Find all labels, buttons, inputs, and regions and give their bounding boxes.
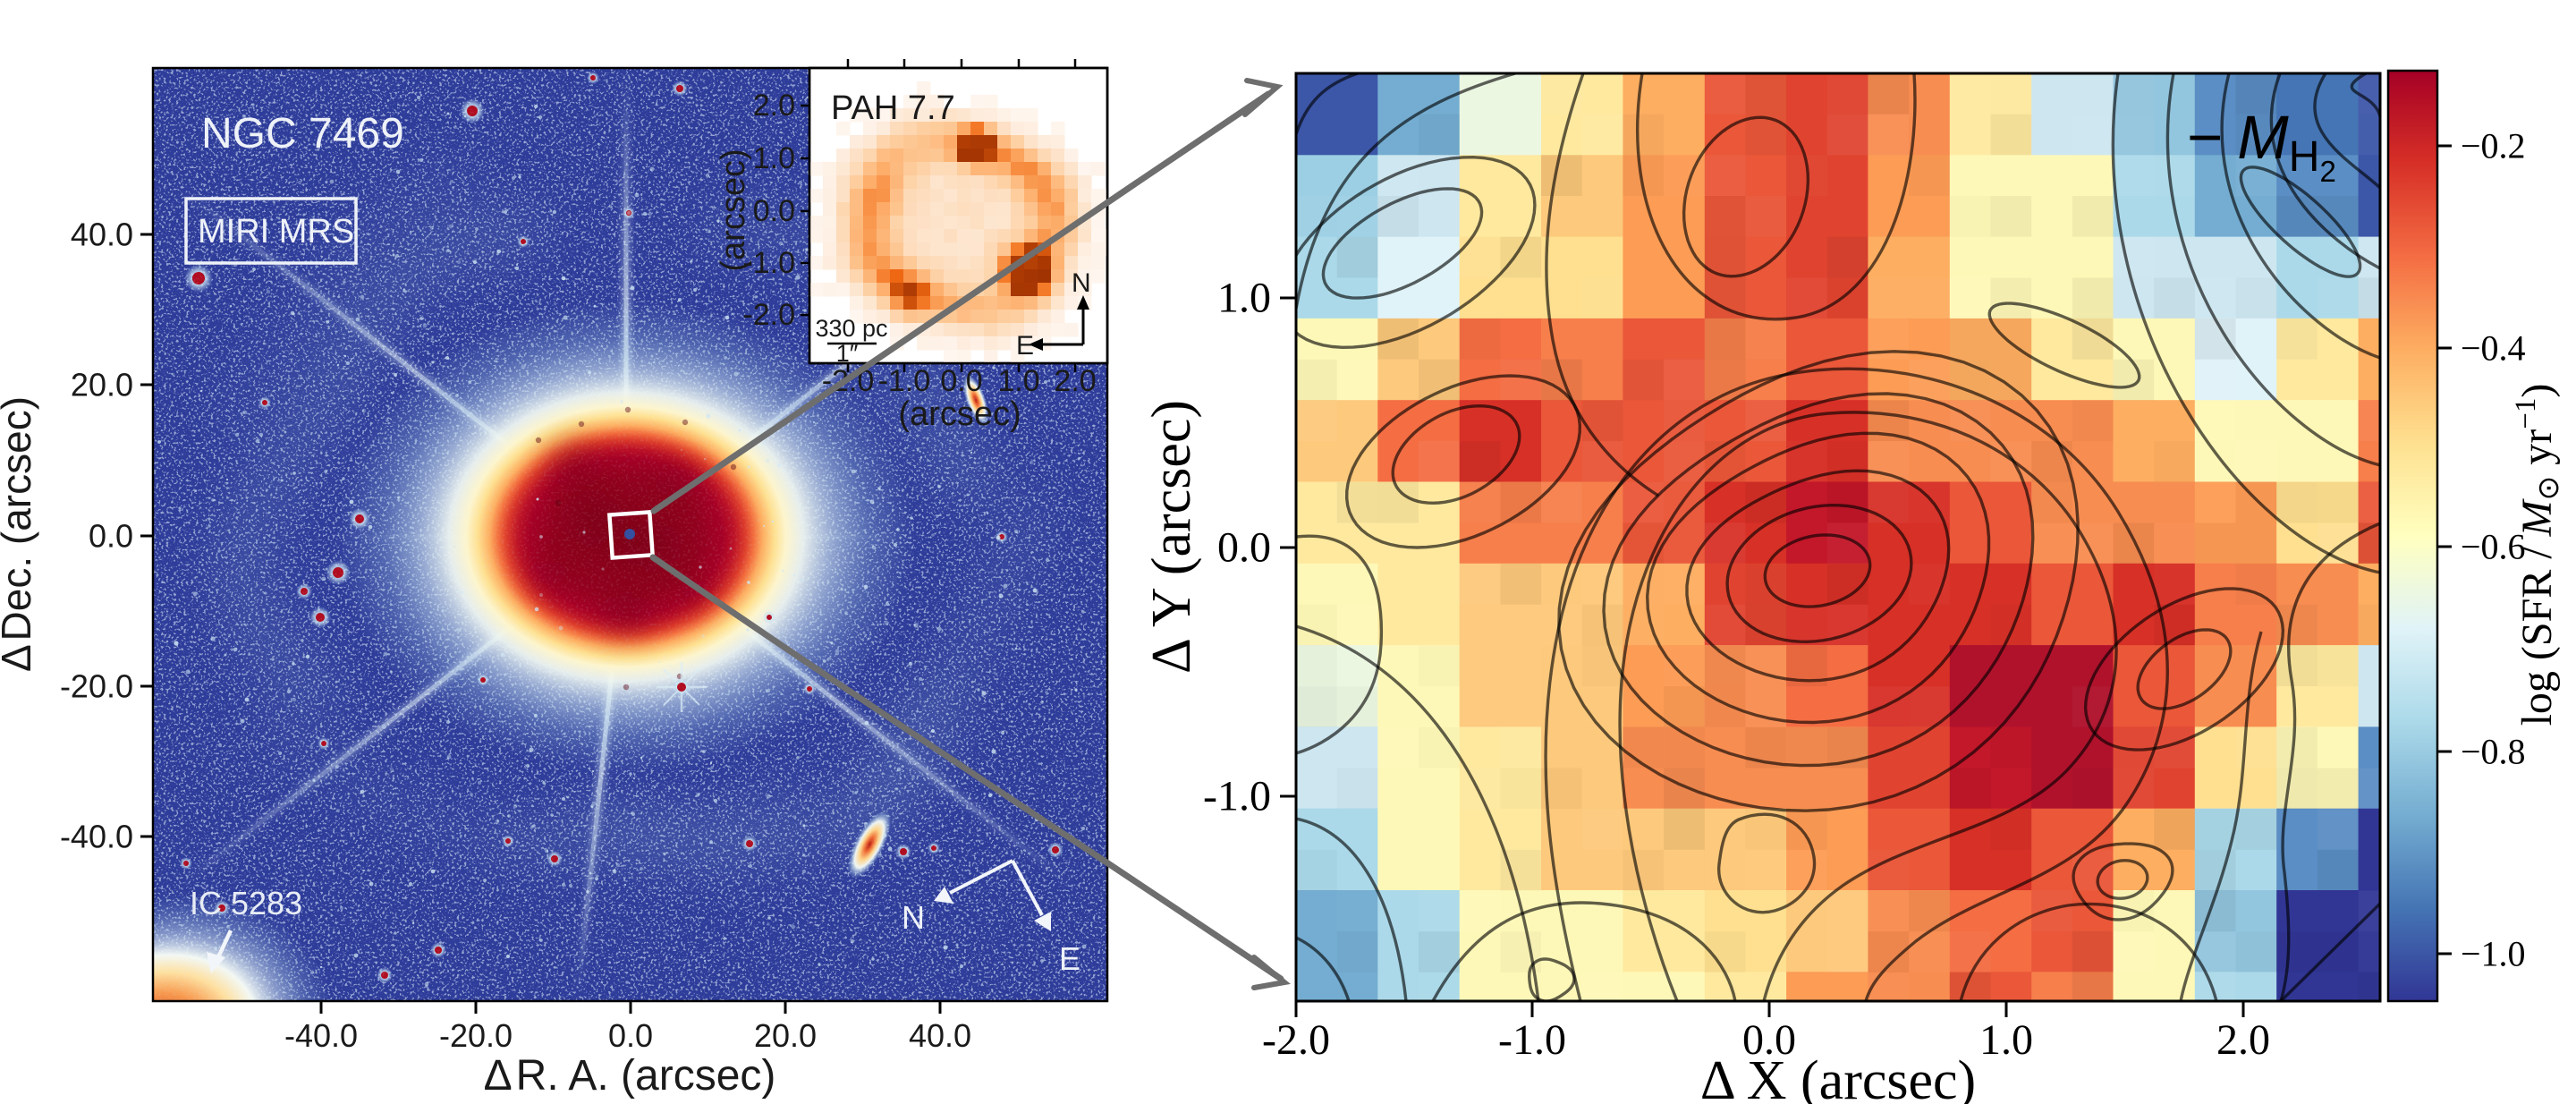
svg-text:Δ X (arcsec): Δ X (arcsec): [1700, 1050, 1976, 1104]
svg-text:0.0: 0.0: [89, 518, 133, 555]
svg-text:0.0: 0.0: [1742, 1016, 1796, 1064]
svg-text:E: E: [1059, 940, 1080, 977]
svg-text:-20.0: -20.0: [60, 668, 133, 705]
svg-text:Δ Dec. (arcsec): Δ Dec. (arcsec): [0, 396, 39, 672]
svg-text:330 pc: 330 pc: [815, 315, 887, 342]
svg-text:(arcsec): (arcsec): [715, 149, 752, 271]
svg-text:0.0: 0.0: [608, 1017, 653, 1054]
svg-text:-1.0: -1.0: [1203, 773, 1271, 820]
svg-text:2.0: 2.0: [2216, 1016, 2270, 1064]
svg-text:0.0: 0.0: [753, 194, 795, 228]
svg-text:log (SFR / M⊙ yr−1): log (SFR / M⊙ yr−1): [2510, 384, 2565, 726]
svg-text:40.0: 40.0: [71, 217, 133, 253]
svg-text:−0.8: −0.8: [2461, 732, 2526, 772]
svg-text:-1.0: -1.0: [742, 246, 795, 280]
svg-text:E: E: [1016, 331, 1034, 361]
svg-text:N: N: [1072, 268, 1091, 298]
svg-text:−1.0: −1.0: [2461, 934, 2526, 974]
svg-text:-1.0: -1.0: [1498, 1016, 1566, 1064]
svg-text:IC 5283: IC 5283: [190, 885, 302, 921]
svg-text:1.0: 1.0: [1217, 275, 1271, 322]
svg-text:NGC 7469: NGC 7469: [201, 110, 404, 157]
svg-text:-1.0: -1.0: [878, 364, 931, 398]
svg-text:2.0: 2.0: [1054, 364, 1096, 398]
svg-text:MIRI MRS: MIRI MRS: [198, 213, 354, 251]
svg-text:−0.4: −0.4: [2461, 328, 2526, 369]
svg-text:-2.0: -2.0: [1262, 1016, 1330, 1064]
svg-text:0.0: 0.0: [1217, 524, 1271, 572]
svg-text:Δ R. A. (arcsec): Δ R. A. (arcsec): [484, 1052, 776, 1100]
svg-text:(arcsec): (arcsec): [898, 395, 1021, 433]
svg-text:1.0: 1.0: [1979, 1016, 2033, 1064]
svg-text:20.0: 20.0: [754, 1017, 817, 1054]
svg-text:1.0: 1.0: [753, 141, 795, 175]
svg-text:40.0: 40.0: [909, 1017, 971, 1054]
svg-text:-20.0: -20.0: [439, 1017, 513, 1054]
svg-text:-40.0: -40.0: [284, 1017, 358, 1054]
svg-text:0.0: 0.0: [940, 364, 982, 398]
svg-text:1.0: 1.0: [997, 364, 1039, 398]
svg-text:20.0: 20.0: [71, 367, 133, 403]
svg-text:1″: 1″: [836, 340, 859, 367]
svg-text:−0.2: −0.2: [2461, 126, 2526, 166]
svg-text:PAH 7.7: PAH 7.7: [831, 89, 955, 127]
svg-text:-2.0: -2.0: [742, 298, 795, 332]
svg-text:N: N: [902, 899, 925, 936]
svg-text:Δ Y (arcsec): Δ Y (arcsec): [1141, 400, 1202, 674]
svg-text:-40.0: -40.0: [60, 819, 133, 855]
svg-text:2.0: 2.0: [753, 89, 795, 123]
svg-text:−0.6: −0.6: [2461, 527, 2526, 567]
